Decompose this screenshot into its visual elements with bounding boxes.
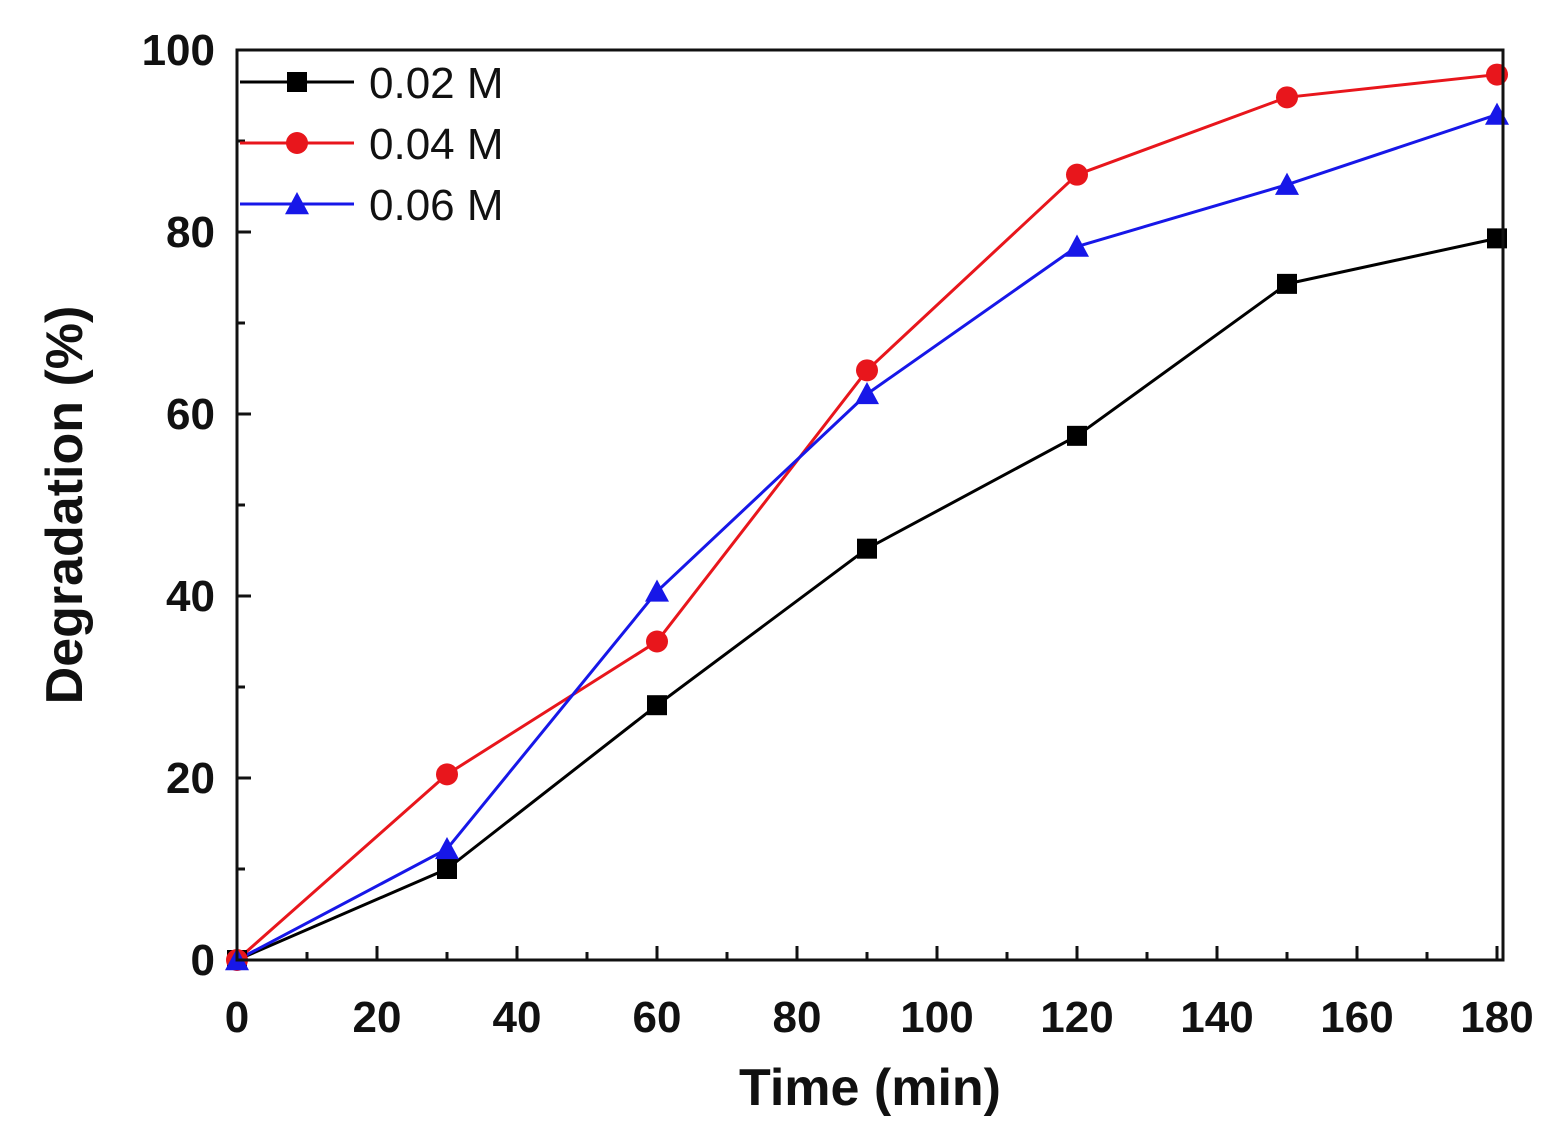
data-point-0.04-M: [1276, 86, 1298, 109]
data-point-0.02-M: [437, 859, 457, 879]
x-tick-label: 180: [1460, 993, 1533, 1042]
y-tick-label: 80: [166, 208, 215, 257]
series-line-0.02-M: [236, 236, 1498, 962]
x-tick-label: 160: [1320, 993, 1393, 1042]
legend-label: 0.04 M: [369, 120, 504, 169]
y-tick-label: 40: [166, 572, 215, 621]
legend-marker: [285, 192, 309, 215]
y-tick-label: 20: [166, 754, 215, 803]
x-axis-title: Time (min): [739, 1059, 1001, 1117]
data-point-0.04-M: [436, 763, 458, 786]
x-tick-label: 60: [633, 993, 682, 1042]
data-point-0.06-M: [1275, 172, 1299, 195]
data-point-0.04-M: [856, 359, 878, 382]
y-tick-label: 100: [142, 26, 215, 75]
x-tick-label: 0: [225, 993, 249, 1042]
data-point-0.02-M: [1067, 425, 1087, 446]
x-tick-label: 100: [900, 993, 973, 1042]
x-tick-labels: 0 20 40 60 80 100 120 140 160 180: [225, 993, 1534, 1042]
data-point-0.06-M: [1485, 102, 1509, 125]
data-point-0.02-M: [647, 695, 667, 716]
data-point-0.06-M: [855, 381, 879, 405]
data-point-0.04-M: [646, 630, 668, 653]
x-tick-label: 140: [1180, 993, 1253, 1042]
data-point-0.02-M: [1277, 273, 1297, 294]
legend: 0.02 M 0.04 M 0.06 M: [240, 59, 504, 230]
data-point-0.04-M: [1486, 63, 1508, 86]
data-point-0.06-M: [435, 836, 459, 860]
legend-marker: [286, 132, 308, 154]
x-tick-label: 80: [773, 993, 822, 1042]
y-tick-label: 60: [166, 390, 215, 439]
x-tick-label: 20: [353, 993, 402, 1042]
series-line-0.06-M: [236, 113, 1498, 962]
legend-label: 0.02 M: [369, 59, 504, 108]
data-point-0.06-M: [1065, 234, 1089, 257]
data-point-0.02-M: [857, 538, 877, 559]
y-tick-labels: 0 20 40 60 80 100: [142, 26, 215, 985]
data-point-0.04-M: [1066, 163, 1088, 186]
y-tick-label: 0: [191, 936, 215, 985]
x-tick-label: 120: [1040, 993, 1113, 1042]
legend-marker: [287, 72, 307, 92]
x-tick-label: 40: [493, 993, 542, 1042]
plot-frame: [235, 48, 1505, 962]
legend-label: 0.06 M: [369, 181, 504, 230]
data-point-0.06-M: [645, 579, 669, 602]
y-axis-title: Degradation (%): [36, 306, 94, 705]
